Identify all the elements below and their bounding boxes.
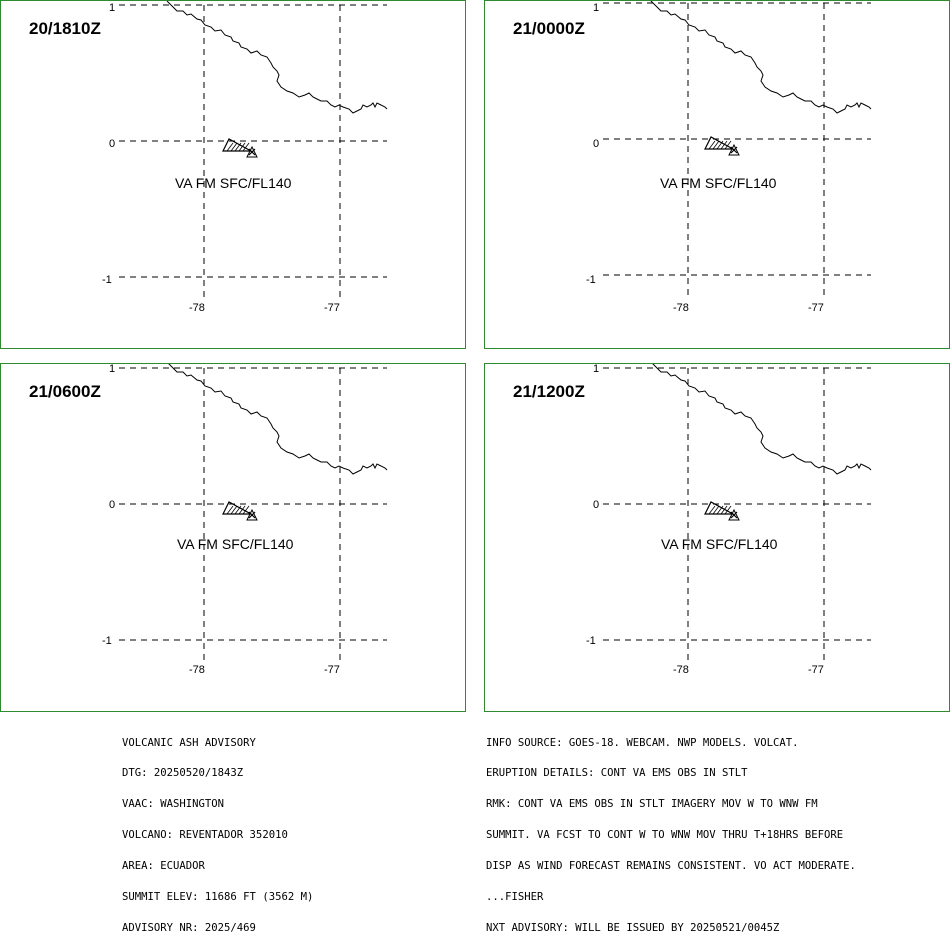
volcano-triangle-icon — [728, 508, 740, 521]
lat-label-0: 0 — [593, 138, 600, 150]
lon-label-77: -77 — [324, 302, 340, 314]
ash-cloud-label: VA FM SFC/FL140 — [177, 536, 294, 552]
advisory-line: NXT ADVISORY: WILL BE ISSUED BY 20250521… — [486, 921, 780, 934]
coastline — [168, 364, 388, 475]
map-panel-3: 21/0600Z 1 0 -1 -78 -77 VA FM SFC/FL140 — [0, 363, 466, 712]
lon-label-78: -78 — [189, 664, 205, 676]
map-graphic — [603, 364, 872, 661]
advisory-text-left: VOLCANIC ASH ADVISORY DTG: 20250520/1843… — [122, 717, 313, 944]
volcano-star-icon — [248, 511, 256, 519]
volcano-triangle-icon — [728, 143, 740, 156]
ash-cloud-polygon — [704, 501, 734, 515]
ash-cloud-label: VA FM SFC/FL140 — [660, 175, 777, 191]
lat-label-1: 1 — [593, 2, 600, 14]
panel-time: 21/0000Z — [513, 19, 585, 38]
panel-time: 20/1810Z — [29, 19, 101, 38]
lat-label-1: 1 — [109, 363, 116, 375]
lat-label-1: 1 — [593, 363, 600, 375]
advisory-text-right: INFO SOURCE: GOES-18. WEBCAM. NWP MODELS… — [486, 717, 856, 944]
map-panel-1: 20/1810Z 1 0 -1 -78 -77 VA FM SFC/FL140 — [0, 0, 466, 349]
lat-label-0: 0 — [109, 499, 116, 511]
lon-label-77: -77 — [324, 664, 340, 676]
advisory-line: SUMMIT. VA FCST TO CONT W TO WNW MOV THR… — [486, 829, 844, 842]
advisory-line: AREA: ECUADOR — [122, 860, 205, 873]
panel-time: 21/1200Z — [513, 382, 585, 401]
lat-label-0: 0 — [593, 499, 600, 511]
advisory-line: ERUPTION DETAILS: CONT VA EMS OBS IN STL… — [486, 767, 748, 780]
lon-label-77: -77 — [808, 664, 824, 676]
ash-cloud-polygon — [704, 136, 734, 150]
lat-label-neg1: -1 — [102, 274, 112, 286]
advisory-line: DISP AS WIND FORECAST REMAINS CONSISTENT… — [486, 860, 856, 873]
volcano-star-icon — [248, 148, 256, 156]
advisory-line: SUMMIT ELEV: 11686 FT (3562 M) — [122, 891, 314, 904]
map-panel-2: 21/0000Z 1 0 -1 -78 -77 VA FM SFC/FL140 — [484, 0, 950, 349]
advisory-line: DTG: 20250520/1843Z — [122, 767, 244, 780]
map-graphic — [119, 1, 388, 298]
ash-cloud-polygon — [222, 501, 252, 515]
volcano-triangle-icon — [246, 145, 258, 158]
volcano-star-icon — [730, 146, 738, 154]
lat-label-neg1: -1 — [586, 635, 596, 647]
coastline — [652, 364, 872, 475]
advisory-line: ADVISORY NR: 2025/469 — [122, 921, 256, 934]
lon-label-77: -77 — [808, 302, 824, 314]
lat-label-0: 0 — [109, 138, 116, 150]
advisory-line: VOLCANO: REVENTADOR 352010 — [122, 829, 288, 842]
map-panel-4: 21/1200Z 1 0 -1 -78 -77 VA FM SFC/FL140 — [484, 363, 950, 712]
volcano-triangle-icon — [246, 508, 258, 521]
lon-label-78: -78 — [673, 664, 689, 676]
ash-cloud-label: VA FM SFC/FL140 — [175, 175, 292, 191]
map-graphic — [119, 364, 388, 661]
ash-cloud-polygon — [222, 138, 252, 152]
map-graphic — [603, 1, 872, 298]
volcano-star-icon — [730, 511, 738, 519]
advisory-line: ...FISHER — [486, 891, 544, 904]
ash-cloud-label: VA FM SFC/FL140 — [661, 536, 778, 552]
advisory-line: VOLCANIC ASH ADVISORY — [122, 736, 256, 749]
advisory-line: VAAC: WASHINGTON — [122, 798, 225, 811]
advisory-line: INFO SOURCE: GOES-18. WEBCAM. NWP MODELS… — [486, 736, 799, 749]
lon-label-78: -78 — [189, 302, 205, 314]
lat-label-neg1: -1 — [586, 274, 596, 286]
panel-time: 21/0600Z — [29, 382, 101, 401]
lat-label-neg1: -1 — [102, 635, 112, 647]
lon-label-78: -78 — [673, 302, 689, 314]
advisory-line: RMK: CONT VA EMS OBS IN STLT IMAGERY MOV… — [486, 798, 818, 811]
lat-label-1: 1 — [109, 2, 116, 14]
coastline — [166, 1, 388, 114]
coastline — [650, 1, 872, 114]
